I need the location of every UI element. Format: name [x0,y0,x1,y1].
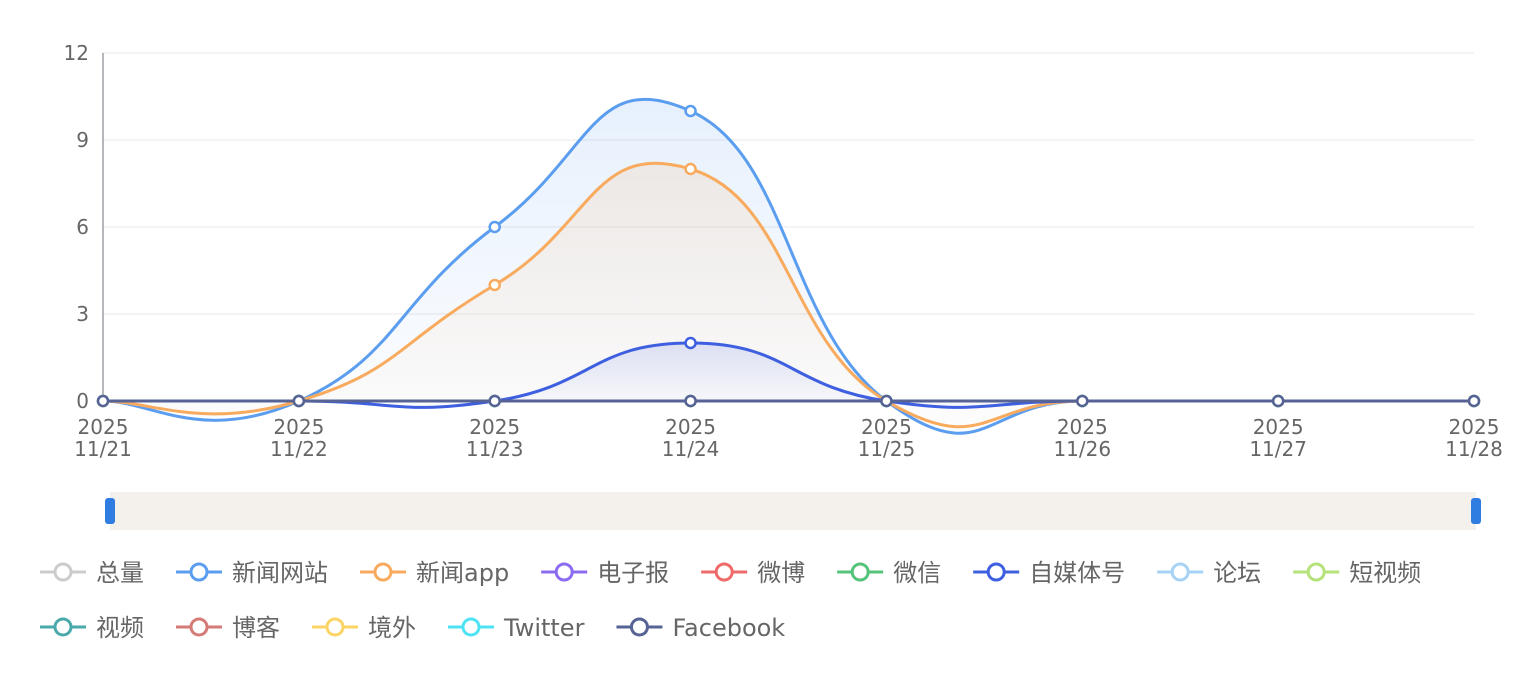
legend-icon [325,617,345,637]
data-point [880,394,893,408]
data-point [684,336,697,350]
legend-item[interactable]: 新闻网站 [176,559,328,587]
legend-label: 微信 [893,559,941,587]
legend-item[interactable]: 视频 [40,614,144,642]
x-tick-label: 2025 11/26 [1053,415,1111,461]
legend-label: 博客 [232,614,280,642]
x-tick-label: 2025 11/21 [74,415,132,461]
x-tick-label: 2025 11/27 [1249,415,1307,461]
legend-icon [554,562,574,582]
data-point [1076,394,1089,408]
legend-item[interactable]: 新闻app [360,559,509,587]
legend-item[interactable]: Twitter [448,614,585,642]
legend-label: 视频 [96,614,144,642]
legend-label: 电子报 [597,559,669,587]
data-point [488,394,501,408]
data-point [684,162,697,176]
legend-icon [373,562,393,582]
legend-icon [189,617,209,637]
data-point [684,394,697,408]
x-tick-label: 2025 11/28 [1445,415,1503,461]
series-area [103,343,1474,408]
legend-label: Facebook [672,614,785,642]
legend-icon [461,617,481,637]
x-tick-label: 2025 11/24 [662,415,720,461]
legend-icon [1170,562,1190,582]
legend-item[interactable]: Facebook [616,614,785,642]
x-tick-label: 2025 11/25 [858,415,916,461]
legend-label: 境外 [368,614,416,642]
data-point [1467,394,1481,408]
data-point [488,278,501,292]
legend-item[interactable]: 论坛 [1157,559,1261,587]
data-point [684,104,697,118]
legend-label: 新闻app [416,559,509,587]
legend-label: 新闻网站 [232,559,328,587]
series-area [103,163,1474,427]
legend-label: Twitter [503,614,585,642]
y-tick-label: 9 [76,128,89,152]
legend-item[interactable]: 总量 [40,559,144,587]
legend-label: 自媒体号 [1029,559,1125,587]
y-tick-label: 6 [76,215,89,239]
legend-icon [53,562,73,582]
legend-label: 短视频 [1349,559,1421,587]
legend-item[interactable]: 博客 [176,614,280,642]
data-point [292,394,306,408]
x-tick-label: 2025 11/22 [270,415,328,461]
legend-icon [850,562,870,582]
y-tick-label: 0 [76,389,89,413]
data-point [96,394,110,408]
legend-item[interactable]: 境外 [312,614,416,642]
legend-icon [189,562,209,582]
zoom-slider[interactable] [110,492,1476,530]
y-tick-label: 12 [64,41,89,65]
legend-label: 论坛 [1213,559,1261,587]
zoom-handle[interactable] [1471,498,1481,524]
legend-icon [629,617,649,637]
legend-item[interactable]: 电子报 [541,559,669,587]
zoom-handle[interactable] [105,498,115,524]
legend-icon [714,562,734,582]
legend-icon [1306,562,1326,582]
x-tick-label: 2025 11/23 [466,415,524,461]
legend-item[interactable]: 微博 [701,559,805,587]
y-tick-label: 3 [76,302,89,326]
data-point [1271,394,1285,408]
legend-icon [53,617,73,637]
legend-item[interactable]: 微信 [837,559,941,587]
legend-item[interactable]: 自媒体号 [973,559,1125,587]
legend-label: 总量 [96,559,144,587]
legend-label: 微博 [757,559,805,587]
data-point [488,220,501,234]
legend-icon [986,562,1006,582]
legend-item[interactable]: 短视频 [1293,559,1421,587]
